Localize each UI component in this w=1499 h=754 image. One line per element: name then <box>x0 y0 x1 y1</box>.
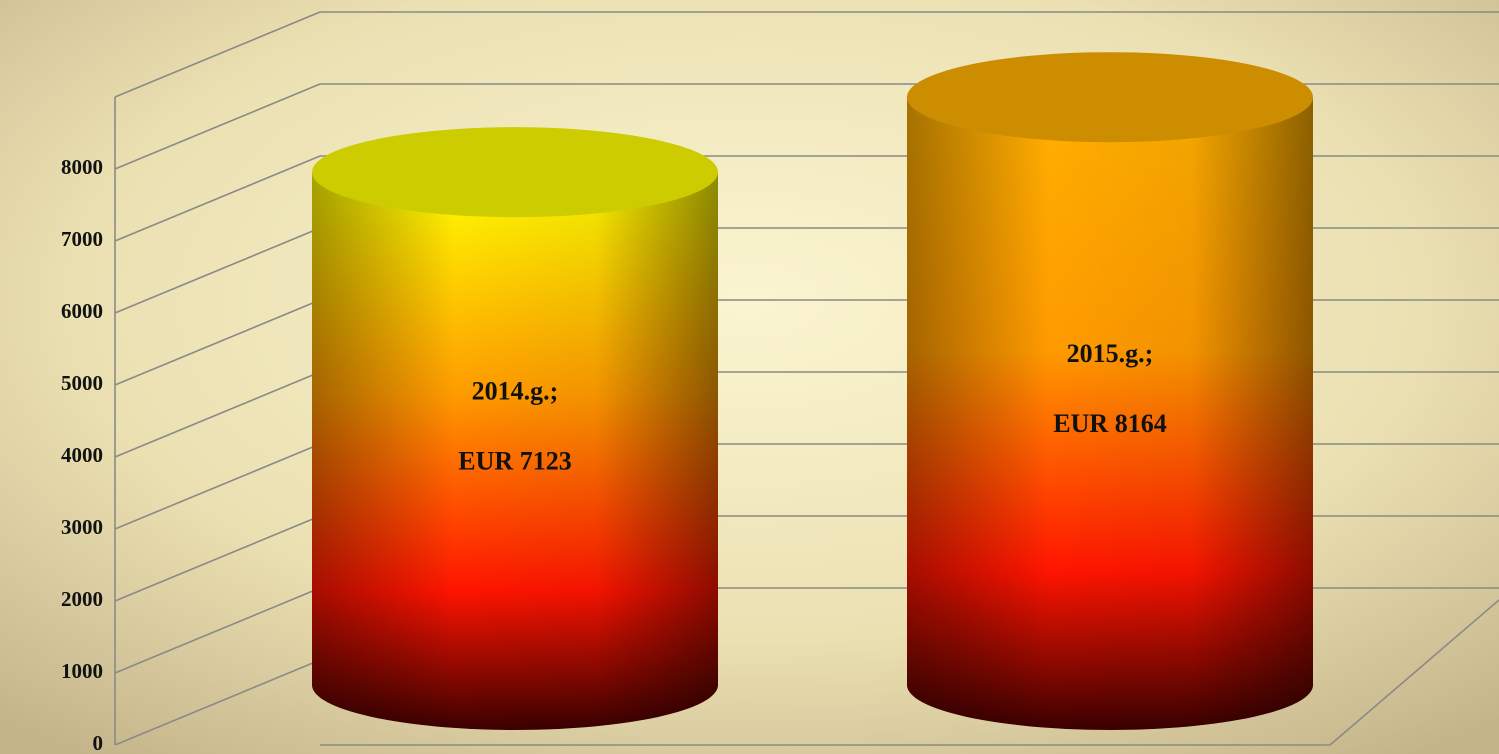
category-label: 2014.g.; <box>472 377 559 406</box>
grid-line <box>114 443 321 530</box>
cylinder-shade <box>312 172 718 731</box>
y-tick-label: 8000 <box>61 155 103 179</box>
y-tick-label: 7000 <box>61 227 103 251</box>
value-label: EUR 7123 <box>458 447 571 476</box>
y-tick-label: 3000 <box>61 515 103 539</box>
grid-line <box>114 83 321 170</box>
grid-line <box>114 155 321 242</box>
grid-line <box>114 299 321 386</box>
y-tick-label: 2000 <box>61 587 103 611</box>
grid-line <box>114 515 321 602</box>
y-tick-label: 5000 <box>61 371 103 395</box>
grid-line <box>114 371 321 458</box>
grid-line <box>114 227 321 314</box>
y-tick-label: 4000 <box>61 443 103 467</box>
y-tick-label: 1000 <box>61 659 103 683</box>
cylinder-shade <box>907 97 1313 730</box>
cylinder-top <box>312 127 718 218</box>
y-tick-label: 6000 <box>61 299 103 323</box>
category-label: 2015.g.; <box>1067 339 1154 368</box>
grid-line <box>114 659 321 746</box>
y-tick-label: 0 <box>93 731 104 754</box>
grid-line <box>114 587 321 674</box>
floor-edge <box>1329 599 1499 746</box>
wall-edge <box>114 11 321 98</box>
cylinder-top <box>907 52 1313 143</box>
value-label: EUR 8164 <box>1053 409 1166 438</box>
